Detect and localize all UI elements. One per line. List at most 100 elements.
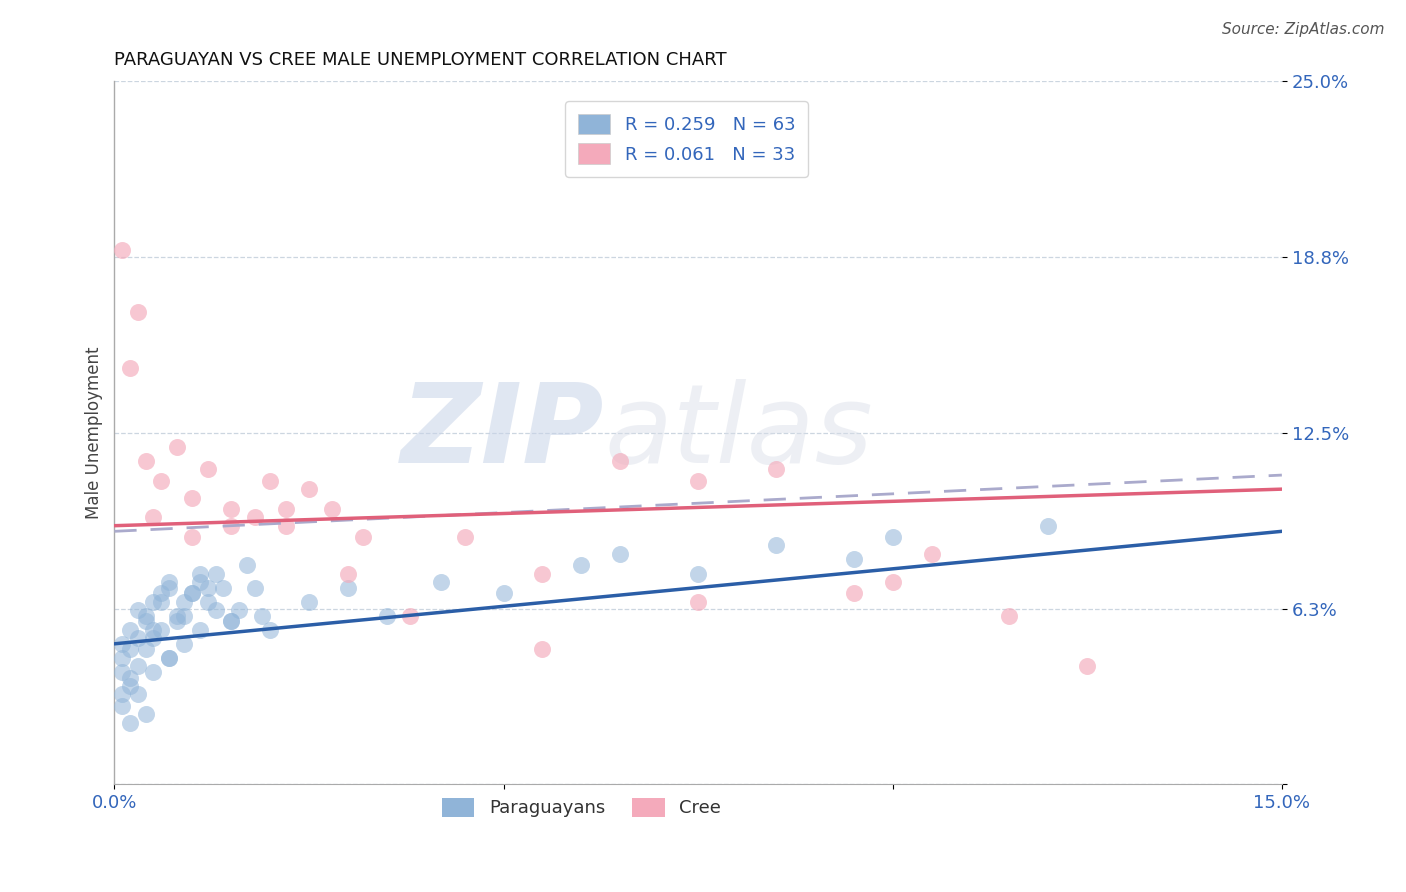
Point [135,608,157,623]
Point [219,518,242,533]
Point [142,623,165,637]
Point [118,715,141,730]
Point [274,518,297,533]
Point [298,482,321,496]
Point [235,558,257,572]
Text: atlas: atlas [605,379,873,486]
Point [118,361,141,376]
Point [571,558,593,572]
Point [173,608,195,623]
Point [688,474,710,488]
Point [197,581,219,595]
Point [127,603,149,617]
Point [111,243,134,257]
Point [166,440,188,454]
Point [157,651,180,665]
Point [882,574,904,589]
Point [157,574,180,589]
Point [399,608,422,623]
Point [111,665,134,679]
Point [135,454,157,468]
Point [243,581,266,595]
Point [188,574,211,589]
Point [150,474,173,488]
Point [204,566,226,581]
Point [157,651,180,665]
Point [353,530,375,544]
Point [181,530,204,544]
Point [127,659,149,673]
Point [321,501,343,516]
Point [765,538,787,552]
Point [188,566,211,581]
Text: Source: ZipAtlas.com: Source: ZipAtlas.com [1222,22,1385,37]
Point [111,637,134,651]
Point [166,608,188,623]
Point [173,594,195,608]
Point [531,642,554,657]
Point [228,603,250,617]
Point [118,623,141,637]
Point [921,547,943,561]
Point [492,586,515,600]
Point [430,574,453,589]
Point [135,707,157,722]
Point [181,586,204,600]
Point [609,547,631,561]
Point [127,305,149,319]
Point [111,688,134,702]
Point [127,688,149,702]
Point [173,637,195,651]
Point [336,566,359,581]
Point [188,623,211,637]
Point [1038,518,1060,533]
Point [274,501,297,516]
Point [219,615,242,629]
Point [166,615,188,629]
Point [243,510,266,524]
Point [204,603,226,617]
Point [118,679,141,693]
Point [842,552,865,566]
Point [118,671,141,685]
Point [1076,659,1098,673]
Point [150,586,173,600]
Point [142,594,165,608]
Point [181,586,204,600]
Point [197,462,219,476]
Point [259,474,281,488]
Point [142,510,165,524]
Point [219,501,242,516]
Point [150,623,173,637]
Point [135,642,157,657]
Point [157,581,180,595]
Point [609,454,631,468]
Point [197,594,219,608]
Point [842,586,865,600]
Point [142,631,165,645]
Point [998,608,1021,623]
Point [212,581,235,595]
Point [688,594,710,608]
Point [688,566,710,581]
Text: ZIP: ZIP [401,379,605,486]
Point [765,462,787,476]
Point [298,594,321,608]
Point [252,608,274,623]
Point [150,594,173,608]
Point [531,566,554,581]
Text: PARAGUAYAN VS CREE MALE UNEMPLOYMENT CORRELATION CHART: PARAGUAYAN VS CREE MALE UNEMPLOYMENT COR… [114,51,727,69]
Legend: Paraguayans, Cree: Paraguayans, Cree [434,791,728,824]
Point [127,631,149,645]
Point [142,665,165,679]
Point [111,698,134,713]
Point [111,651,134,665]
Point [181,491,204,505]
Y-axis label: Male Unemployment: Male Unemployment [86,347,103,519]
Point [882,530,904,544]
Point [336,581,359,595]
Point [453,530,475,544]
Point [135,615,157,629]
Point [375,608,398,623]
Point [118,642,141,657]
